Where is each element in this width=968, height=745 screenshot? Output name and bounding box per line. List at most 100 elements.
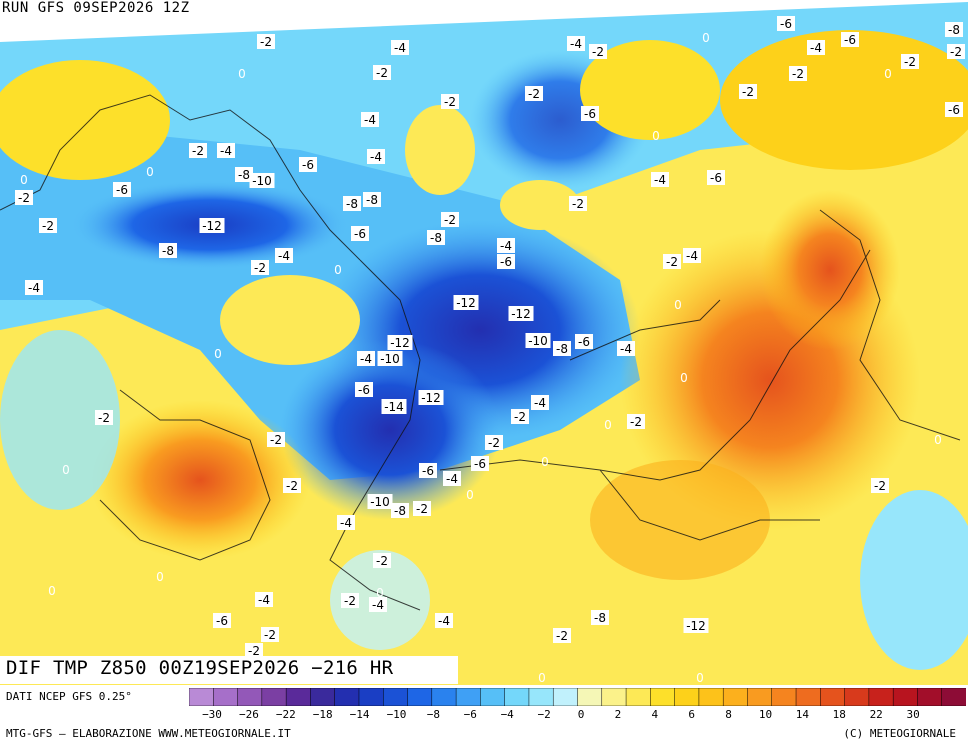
contour-label-bg [485, 435, 503, 450]
contour-label: -4 [364, 113, 376, 127]
contour-label-bg [357, 351, 375, 366]
contour-label-bg [15, 190, 33, 205]
contour-label-bg [427, 230, 445, 245]
contour-label-bg [251, 260, 269, 275]
legend-swatch [480, 688, 506, 706]
contour-label-bg [351, 226, 369, 241]
contour-label: -4 [810, 41, 822, 55]
contour-label: -10 [370, 495, 390, 509]
contour-label: 0 [376, 586, 384, 600]
contour-label: -6 [216, 614, 228, 628]
legend-tick-label: −6 [463, 708, 477, 721]
contour-label: -4 [220, 144, 232, 158]
contour-label: -4 [28, 281, 40, 295]
legend-swatch [358, 688, 385, 706]
contour-label: -6 [354, 227, 366, 241]
contour-label-bg [497, 238, 515, 253]
legend-tick-label: 8 [725, 708, 732, 721]
contour-label-bg [683, 618, 709, 633]
contour-label-bg [337, 515, 355, 530]
contour-label: -12 [390, 336, 410, 350]
contour-label: -12 [511, 307, 531, 321]
legend-tick-label: −4 [500, 708, 514, 721]
contour-label: -2 [666, 255, 678, 269]
contour-label: -2 [416, 502, 428, 516]
contour-label-bg [497, 254, 515, 269]
legend-tick-label: 18 [832, 708, 846, 721]
contour-label-bg [871, 478, 889, 493]
legend-tick-label: −22 [275, 708, 296, 721]
contour-label: -2 [18, 191, 30, 205]
legend-swatch [407, 688, 433, 706]
contour-label: 0 [884, 67, 892, 81]
contour-label-bg [189, 143, 207, 158]
legend-tick-label: 4 [651, 708, 659, 721]
contour-label-bg [627, 414, 645, 429]
contour-label-bg [299, 157, 317, 172]
contour-label: -4 [570, 37, 582, 51]
legend-swatch [431, 688, 457, 706]
legend-tick-label: 30 [906, 708, 920, 721]
contour-label: 0 [604, 418, 612, 432]
contour-label-bg [235, 167, 253, 182]
contour-label-bg [369, 597, 387, 612]
legend-swatch [650, 688, 676, 706]
contour-label-bg [471, 456, 489, 471]
contour-label: -6 [474, 457, 486, 471]
contour-label-bg [367, 149, 385, 164]
contour-label-bg [707, 170, 725, 185]
legend-swatch [285, 688, 312, 706]
contour-label-bg [341, 593, 359, 608]
contour-label: -6 [358, 383, 370, 397]
contour-label-bg [255, 592, 273, 607]
contour-label: -2 [270, 433, 282, 447]
contour-label: 0 [696, 671, 704, 685]
legend-tick-label: −30 [202, 708, 222, 721]
contour-label: -4 [654, 173, 666, 187]
contour-label: -4 [278, 249, 290, 263]
contour-label-bg [947, 44, 965, 59]
contour-label: -6 [422, 464, 434, 478]
contour-label-bg [663, 254, 681, 269]
contour-label: -2 [874, 479, 886, 493]
contour-label: 0 [934, 433, 942, 447]
legend-tick-label: 22 [869, 708, 883, 721]
contour-label-bg [525, 333, 551, 348]
contour-label-bg [617, 341, 635, 356]
legend-swatch [189, 688, 215, 706]
contour-label-bg [391, 503, 409, 518]
contour-label-bg [199, 218, 225, 233]
contour-label: 0 [466, 488, 474, 502]
contour-label-bg [581, 106, 599, 121]
contour-label-bg [683, 248, 701, 263]
contour-label: -6 [710, 171, 722, 185]
contour-label-bg [739, 84, 757, 99]
legend-tick-label: 2 [614, 708, 622, 721]
contour-label: -6 [500, 255, 512, 269]
legend-tick-label: −18 [312, 708, 333, 721]
contour-label: 0 [214, 347, 222, 361]
contour-label-bg [553, 628, 571, 643]
legend-swatch [698, 688, 724, 706]
copyright-text: (C) METEOGIORNALE [843, 727, 956, 740]
data-source: DATI NCEP GFS 0.25° [6, 690, 132, 703]
legend-swatch [504, 688, 530, 706]
contour-label: 0 [674, 298, 682, 312]
contour-label: -2 [592, 45, 604, 59]
contour-label-bg [789, 66, 807, 81]
contour-label: -6 [584, 107, 596, 121]
contour-label: 0 [146, 165, 154, 179]
contour-label-bg [283, 478, 301, 493]
contour-label: -4 [372, 598, 384, 612]
legend-swatch [795, 688, 822, 706]
contour-label: -2 [950, 45, 962, 59]
contour-label: 0 [702, 31, 710, 45]
contour-label: -6 [578, 335, 590, 349]
legend-tick-label: −26 [238, 708, 259, 721]
contour-label: -2 [444, 95, 456, 109]
legend-swatch [310, 688, 336, 706]
legend-swatch [820, 688, 846, 706]
contour-label: -2 [528, 87, 540, 101]
legend-swatch [601, 688, 627, 706]
contour-label: -6 [844, 33, 856, 47]
